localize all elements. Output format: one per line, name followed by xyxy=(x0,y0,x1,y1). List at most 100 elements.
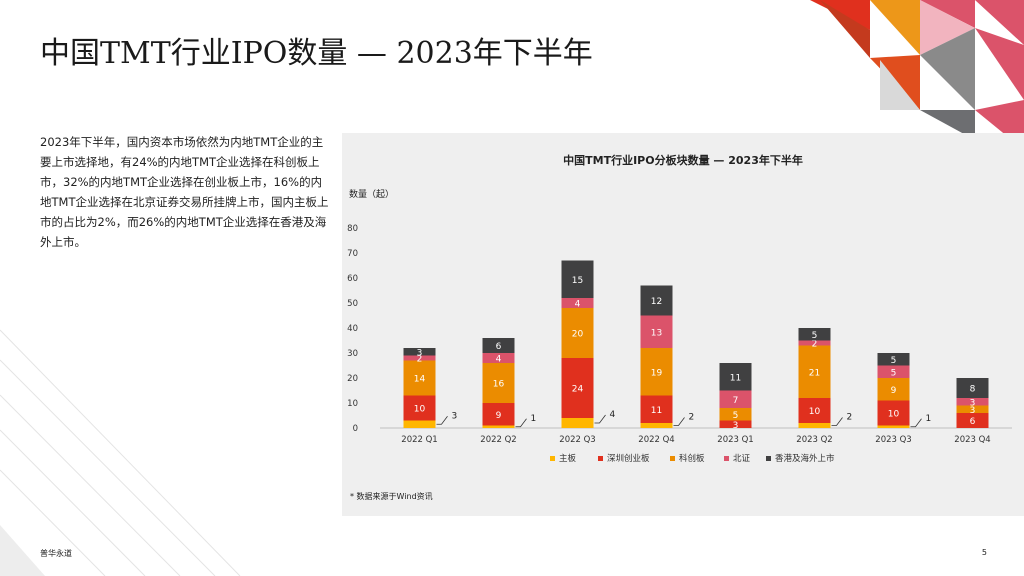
bar-segment xyxy=(798,398,831,423)
data-label: 20 xyxy=(572,330,584,340)
y-tick-label: 0 xyxy=(353,424,358,434)
bar-segment xyxy=(877,425,910,428)
data-label: 6 xyxy=(496,342,502,352)
bar-segment xyxy=(403,355,436,361)
bar-segment xyxy=(561,358,594,418)
footer-brand: 普华永道 xyxy=(40,549,72,558)
bar-segment xyxy=(798,340,831,346)
bar-segment xyxy=(956,405,989,413)
bar-segment xyxy=(640,423,673,428)
bar-segment xyxy=(403,395,436,421)
x-tick-label: 2022 Q3 xyxy=(559,435,595,445)
legend-label: 深圳创业板 xyxy=(607,453,650,464)
data-label: 12 xyxy=(651,297,662,307)
x-tick-label: 2022 Q2 xyxy=(480,435,516,445)
bar-segment xyxy=(877,353,910,366)
data-label-leader xyxy=(673,417,685,426)
bar-segment xyxy=(403,360,436,396)
bar-segment xyxy=(640,348,673,396)
x-tick-label: 2022 Q1 xyxy=(401,435,437,445)
data-label: 9 xyxy=(496,411,502,421)
bar-segment xyxy=(640,395,673,423)
data-label: 9 xyxy=(891,386,897,396)
data-label: 11 xyxy=(730,373,741,383)
y-tick-label: 80 xyxy=(347,224,358,234)
data-label: 6 xyxy=(970,417,976,427)
bar-segment xyxy=(640,315,673,348)
x-tick-label: 2023 Q2 xyxy=(796,435,832,445)
data-label: 4 xyxy=(496,355,502,365)
data-label: 1 xyxy=(531,414,537,424)
data-label: 1 xyxy=(926,414,932,424)
data-label: 3 xyxy=(452,411,458,421)
data-label: 2 xyxy=(847,413,853,423)
y-tick-label: 40 xyxy=(347,324,358,334)
bar-segment xyxy=(719,420,752,428)
data-label: 10 xyxy=(888,410,900,420)
data-label: 3 xyxy=(970,406,976,416)
x-tick-label: 2023 Q3 xyxy=(875,435,911,445)
bar-segment xyxy=(877,400,910,426)
body-paragraph: 2023年下半年，国内资本市场依然为内地TMT企业的主要上市选择地，有24%的内… xyxy=(40,135,329,249)
bar-segment xyxy=(719,363,752,391)
data-label: 5 xyxy=(891,368,897,378)
y-tick-label: 30 xyxy=(347,349,358,359)
data-label-leader xyxy=(594,414,606,424)
legend-label: 科创板 xyxy=(679,453,705,464)
bar-segment xyxy=(798,423,831,428)
legend-swatch xyxy=(766,456,771,461)
data-label: 10 xyxy=(809,407,821,417)
data-label: 3 xyxy=(970,398,976,408)
data-label: 4 xyxy=(610,410,616,420)
data-label-leader xyxy=(436,416,448,425)
data-label: 3 xyxy=(733,421,739,431)
bar-segment xyxy=(482,353,515,363)
data-label: 19 xyxy=(651,368,663,378)
y-tick-label: 10 xyxy=(347,399,358,409)
bar-segment xyxy=(561,308,594,358)
bar-segment xyxy=(482,363,515,403)
bar-segment xyxy=(561,418,594,428)
data-label: 5 xyxy=(812,331,818,341)
bar-segment xyxy=(877,378,910,401)
stacked-bar-chart: 中国TMT行业IPO分板块数量 — 2023年下半年 数量（起） * 数据来源于… xyxy=(347,153,1012,501)
data-label: 3 xyxy=(417,348,423,358)
data-label: 14 xyxy=(414,375,426,385)
bar-segment xyxy=(956,378,989,398)
data-label-leader xyxy=(910,418,922,428)
chart-title: 中国TMT行业IPO分板块数量 — 2023年下半年 xyxy=(563,153,803,167)
data-label: 16 xyxy=(493,380,505,390)
legend-swatch xyxy=(670,456,675,461)
data-label: 15 xyxy=(572,276,583,286)
legend-swatch xyxy=(598,456,603,461)
bar-segment xyxy=(877,365,910,378)
x-tick-label: 2023 Q1 xyxy=(717,435,753,445)
data-label: 5 xyxy=(733,411,739,421)
data-label-leader xyxy=(515,418,527,428)
bar-segment xyxy=(482,425,515,428)
bar-segment xyxy=(561,298,594,308)
data-label-leader xyxy=(831,417,843,426)
data-label: 2 xyxy=(812,340,818,350)
data-label: 13 xyxy=(651,328,662,338)
page-title: 中国TMT行业IPO数量 — 2023年下半年 xyxy=(40,36,593,71)
bar-segment xyxy=(798,345,831,398)
bar-segment xyxy=(956,398,989,406)
data-label: 4 xyxy=(575,300,581,310)
source-note: * 数据来源于Wind资讯 xyxy=(350,491,433,501)
data-label: 2 xyxy=(689,413,695,423)
bar-segment xyxy=(640,285,673,316)
legend-label: 北证 xyxy=(733,454,751,464)
data-label: 2 xyxy=(417,355,423,365)
legend-label: 香港及海外上市 xyxy=(775,453,835,464)
data-label: 10 xyxy=(414,405,426,415)
bar-segment xyxy=(719,408,752,421)
bar-segment xyxy=(798,328,831,341)
y-tick-label: 70 xyxy=(347,249,358,259)
y-axis-label: 数量（起） xyxy=(349,188,394,200)
x-tick-label: 2023 Q4 xyxy=(954,435,990,445)
data-label: 24 xyxy=(572,385,584,395)
data-label: 5 xyxy=(891,356,897,366)
bar-segment xyxy=(719,390,752,408)
data-label: 11 xyxy=(651,406,662,416)
